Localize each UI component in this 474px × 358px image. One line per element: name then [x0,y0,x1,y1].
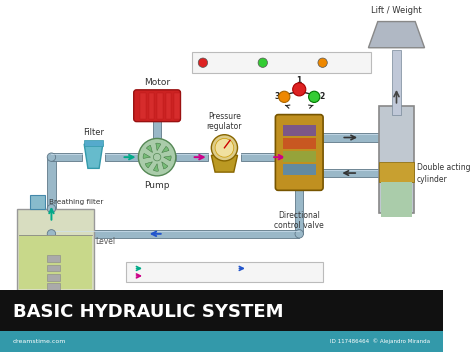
Circle shape [198,58,208,67]
Wedge shape [156,143,161,151]
Circle shape [47,153,55,161]
Bar [47,255,60,262]
Text: Directional
control valve: Directional control valve [274,211,324,230]
Circle shape [138,139,176,176]
Circle shape [295,229,303,238]
Text: 3.- Retract: 3.- Retract [329,58,370,67]
Text: Hydraulic pressure: Hydraulic pressure [147,273,212,279]
Text: 3: 3 [274,92,279,101]
Text: dreamstime.com: dreamstime.com [13,339,66,344]
Text: Pump: Pump [145,180,170,189]
Bar [17,209,93,291]
Bar [47,284,60,290]
Bar [84,140,103,146]
FancyBboxPatch shape [191,52,371,73]
Wedge shape [164,156,171,161]
Bar [320,169,379,177]
FancyBboxPatch shape [275,115,323,190]
Text: Pressure
regulator: Pressure regulator [207,112,242,131]
Circle shape [154,154,161,161]
Bar [0,331,443,352]
Bar [295,188,303,234]
Bar [47,157,55,209]
Bar [283,138,316,149]
Bar [149,93,155,119]
Bar [283,151,316,162]
Polygon shape [211,155,237,172]
Bar [47,265,60,271]
Wedge shape [146,145,153,153]
Wedge shape [143,154,151,159]
Wedge shape [162,162,168,169]
Bar [283,125,316,136]
Text: 2.- Extend: 2.- Extend [269,58,308,67]
Circle shape [258,58,267,67]
Bar [52,153,82,161]
Bar [392,173,401,213]
FancyBboxPatch shape [134,90,181,122]
Wedge shape [145,162,153,168]
Bar [381,182,412,217]
Bar [157,93,163,119]
Text: Filter: Filter [83,127,104,137]
Bar [52,229,299,238]
Bar [320,133,379,142]
Polygon shape [84,144,103,168]
Circle shape [312,169,321,177]
Text: Motor: Motor [144,78,170,87]
Bar [30,195,45,209]
Circle shape [211,135,237,161]
Bar [18,235,91,289]
Text: Reservoir: Reservoir [35,300,75,309]
Bar [379,106,414,213]
Circle shape [312,133,321,142]
Circle shape [309,91,320,102]
Text: Return fluid: Return fluid [250,265,291,271]
Circle shape [47,204,55,213]
Bar [392,50,401,115]
Text: 2: 2 [319,92,324,101]
Text: ID 117486464  © Alejandro Miranda: ID 117486464 © Alejandro Miranda [330,339,430,344]
Bar [140,93,146,119]
Bar [379,162,414,182]
Wedge shape [154,164,158,171]
Bar [241,153,278,161]
Circle shape [292,83,306,96]
Text: Double acting
cylinder: Double acting cylinder [417,164,471,184]
Text: 1.- Hold: 1.- Hold [210,58,239,67]
Text: Hydraulic fluid supply: Hydraulic fluid supply [147,265,223,271]
Bar [47,274,60,281]
Bar [283,164,316,175]
Text: Level: Level [95,237,116,246]
Bar [0,290,443,331]
Wedge shape [162,146,169,153]
Text: Breathing filter: Breathing filter [49,199,103,205]
Text: 1: 1 [296,76,301,84]
FancyBboxPatch shape [126,262,323,282]
Polygon shape [368,21,425,48]
Circle shape [318,58,327,67]
Text: Lift / Weight: Lift / Weight [371,6,422,15]
Bar [105,153,138,161]
Bar [174,93,180,119]
Circle shape [215,139,234,157]
Bar [165,93,171,119]
Bar [153,119,161,139]
Text: BASIC HYDRAULIC SYSTEM: BASIC HYDRAULIC SYSTEM [13,303,283,321]
Circle shape [279,91,290,102]
Bar [47,209,55,234]
Bar [176,153,208,161]
Circle shape [47,229,55,238]
